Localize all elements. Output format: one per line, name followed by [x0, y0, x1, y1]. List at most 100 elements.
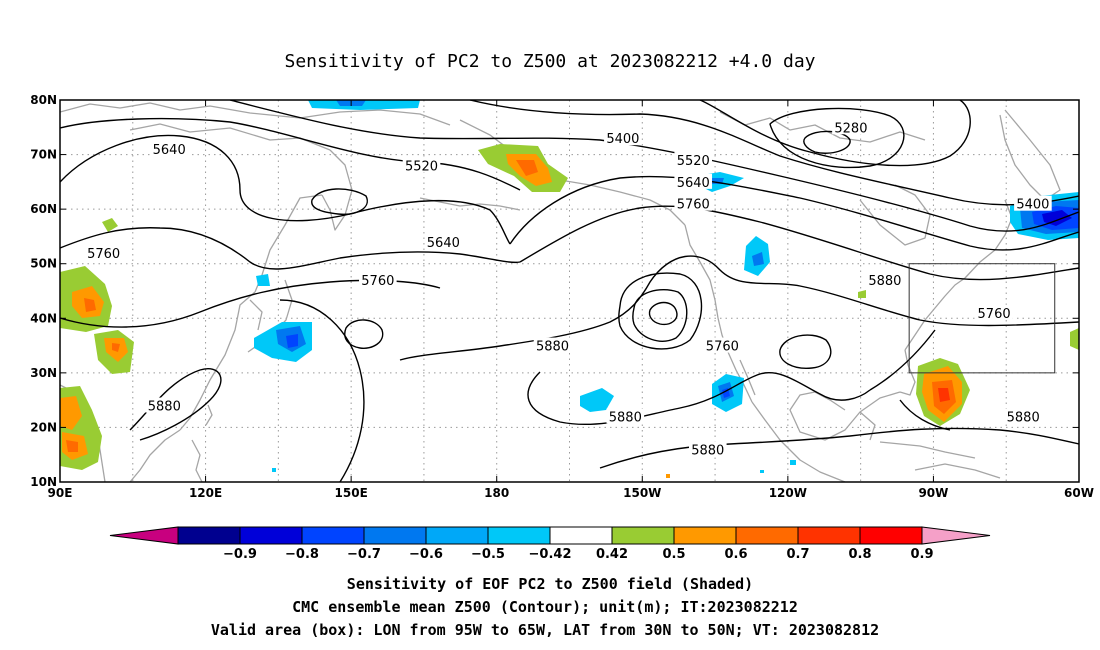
- contour-label-bg: [604, 130, 642, 146]
- colorbar-max-arrow: [921, 526, 991, 545]
- contour-5760-low-core: [648, 301, 678, 326]
- colorbar-min-arrow: [109, 526, 179, 545]
- contour-5880-asia: [129, 368, 222, 441]
- shade-patch-east-asia-small: [256, 274, 270, 286]
- coastline-us-east: [904, 277, 966, 351]
- lat-tick-label: 40N: [30, 311, 57, 325]
- lon-tick-label: 90W: [918, 486, 948, 500]
- contour-5280-low: [769, 107, 905, 169]
- contour-label-bg: [832, 119, 870, 135]
- shade-patch-north-of-india: [102, 218, 118, 232]
- contour-5880-cutoff-pacific: [344, 319, 384, 349]
- contour-label: 5640: [427, 236, 460, 251]
- contour-5520-asia: [60, 117, 521, 191]
- contour-label: 5880: [691, 443, 724, 458]
- coastline-alaska: [459, 119, 686, 226]
- contour-5880-south: [599, 427, 1079, 469]
- contour-label: 5880: [868, 274, 901, 289]
- lon-tick-label: 120E: [189, 486, 222, 500]
- colorbar-box: [487, 526, 551, 545]
- contour-label: 5760: [706, 340, 739, 355]
- contour-5880-main: [399, 255, 1079, 361]
- contour-5880-gulf: [899, 399, 951, 431]
- contour-label: 5520: [677, 154, 710, 169]
- lon-tick-label: 150E: [335, 486, 368, 500]
- shade-patch-japan: [254, 322, 312, 362]
- contour-label-bg: [402, 157, 441, 173]
- shade-patch-west-asia: [60, 266, 112, 332]
- contour-label-bg: [150, 141, 188, 157]
- colorbar-box: [797, 526, 861, 545]
- lon-tick-label: 90E: [48, 486, 73, 500]
- axis-ticks: [59, 99, 1080, 483]
- contour-5640-cutoff: [311, 188, 368, 215]
- lon-tick-label: 120W: [769, 486, 807, 500]
- colorbar-tick-label: −0.8: [285, 547, 319, 562]
- coastlines: [60, 102, 1061, 482]
- map-frame: [59, 99, 1080, 483]
- colorbar-box: [549, 526, 613, 545]
- coastline-us-west: [717, 317, 753, 403]
- contour-label: 5880: [148, 400, 181, 415]
- contour-5400: [469, 100, 1079, 206]
- contour-label: 5640: [153, 143, 186, 158]
- contour-label-bg: [1004, 408, 1042, 424]
- shade-patch-arctic-top: [308, 100, 420, 110]
- contour-5760-central: [519, 205, 1079, 281]
- coastline-mexico-west: [751, 401, 846, 482]
- shade-patch-atlantic-southeast: [916, 358, 970, 426]
- lat-tick-label: 80N: [30, 93, 57, 107]
- valid-area-box: [908, 263, 1056, 374]
- colorbar-box: [425, 526, 489, 545]
- contour-label: 5760: [87, 247, 120, 262]
- shade-specks: [272, 460, 796, 478]
- coastline-arctic-islands: [719, 111, 926, 143]
- colorbar-box: [611, 526, 675, 545]
- contour-label: 5760: [361, 274, 394, 289]
- contour-5760-west: [60, 227, 521, 270]
- colorbar-tick-label: 0.42: [596, 547, 628, 562]
- contour-5280-north: [699, 100, 971, 167]
- colorbar-tick-label: −0.5: [471, 547, 505, 562]
- colorbar-box: [673, 526, 737, 545]
- contour-label-bg: [975, 304, 1013, 320]
- contour-label: 5760: [978, 307, 1011, 322]
- contour-5280-core: [803, 130, 851, 154]
- shade-patch-gulf-small: [858, 290, 866, 298]
- lat-tick-label: 60N: [30, 202, 57, 216]
- colorbar-tick-label: −0.7: [347, 547, 381, 562]
- coastline-indochina: [129, 429, 181, 482]
- contour-label-bg: [674, 195, 713, 211]
- lon-tick-label: 60W: [1064, 486, 1094, 500]
- shade-patch-tibet: [94, 330, 134, 374]
- colorbar-tick-label: 0.5: [662, 547, 685, 562]
- contour-5880-high-box: [869, 329, 936, 391]
- coastline-south-america: [914, 463, 1001, 479]
- map-area: 5400 5280 5400 5520 5520 5640 5640 5640 5760 5760…: [30, 93, 1094, 500]
- contour-5880-cutoff-us: [779, 334, 832, 369]
- lat-tick-label: 50N: [30, 257, 57, 271]
- colorbar-tick-label: 0.8: [848, 547, 871, 562]
- lat-tick-label: 10N: [30, 475, 57, 489]
- contour-5640-east: [509, 175, 1079, 251]
- lon-tick-label: 180: [484, 486, 509, 500]
- colorbar-box: [735, 526, 799, 545]
- caption-line-2: CMC ensemble mean Z500 (Contour); unit(m…: [292, 598, 798, 616]
- contour-5640-west: [60, 134, 511, 245]
- contour-label: 5880: [536, 340, 569, 355]
- figure-title: Sensitivity of PC2 to Z500 at 2023082212…: [284, 51, 815, 72]
- coastline-hudson: [859, 184, 931, 246]
- colorbar: −0.9 −0.8 −0.7 −0.6 −0.5 −0.42 0.42 0.5 0.6 0.7 0.…: [109, 526, 991, 562]
- colorbar-tick-label: 0.6: [724, 547, 747, 562]
- contour-label: 5400: [1016, 198, 1049, 213]
- colorbar-box: [239, 526, 303, 545]
- contour-label-bg: [606, 408, 645, 424]
- contour-label: 5520: [405, 159, 438, 174]
- contour-label: 5760: [677, 198, 710, 213]
- coastline-korea: [249, 299, 263, 331]
- contour-label: 5280: [834, 121, 867, 136]
- colorbar-tick-label: −0.42: [529, 547, 572, 562]
- coastline-arctic-asia: [60, 102, 451, 126]
